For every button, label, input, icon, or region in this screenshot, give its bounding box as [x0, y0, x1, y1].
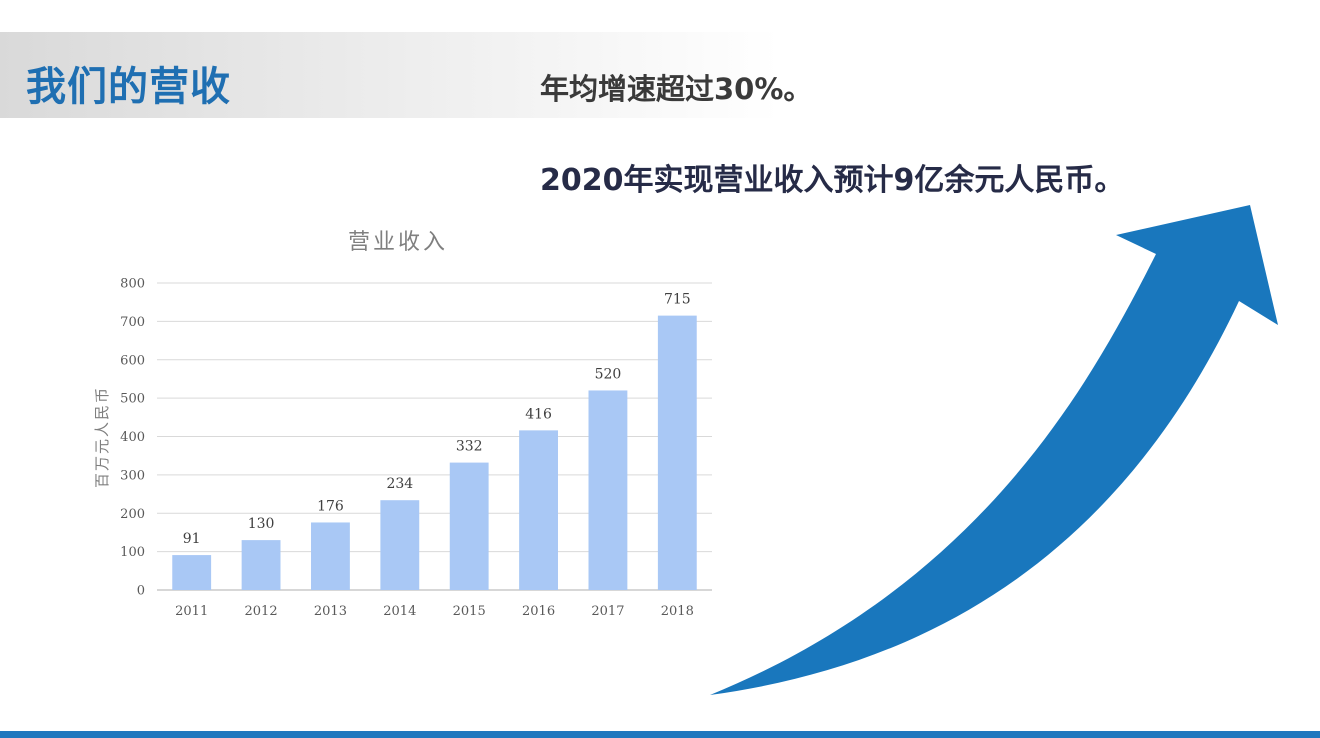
bar — [172, 555, 212, 590]
y-tick-label: 700 — [120, 315, 145, 330]
bottom-accent-rule — [0, 731, 1320, 738]
upward-curved-arrow-icon — [710, 205, 1278, 695]
data-label: 416 — [525, 406, 552, 422]
title-band — [0, 32, 780, 118]
data-label: 715 — [664, 292, 691, 308]
x-tick-label: 2013 — [314, 604, 347, 619]
y-tick-label: 400 — [120, 430, 145, 445]
bars — [172, 315, 697, 590]
x-tick-label: 2015 — [453, 604, 486, 619]
bar — [519, 430, 558, 590]
y-tick-label: 200 — [120, 507, 145, 522]
x-axis-ticks: 2011 2012 2013 2014 2015 2016 2017 2018 — [175, 604, 694, 619]
data-label: 520 — [595, 366, 622, 382]
chart-title: 营业收入 — [348, 230, 448, 255]
bar — [657, 315, 697, 590]
forecast-headline: 2020年实现营业收入预计9亿余元人民币。 — [540, 163, 1125, 198]
y-tick-label: 0 — [137, 584, 145, 599]
gridlines — [157, 282, 712, 591]
y-axis-ticks: 0 100 200 300 400 500 600 700 800 — [120, 277, 145, 599]
x-tick-label: 2011 — [175, 604, 208, 619]
y-tick-label: 500 — [120, 392, 145, 407]
y-tick-label: 800 — [120, 277, 145, 292]
y-tick-label: 300 — [120, 468, 145, 483]
page-title: 我们的营收 — [26, 64, 231, 110]
growth-headline: 年均增速超过30%。 — [540, 72, 813, 106]
bar — [588, 390, 628, 590]
data-label: 130 — [248, 516, 275, 532]
y-tick-label: 100 — [120, 545, 145, 560]
data-label: 332 — [456, 439, 483, 455]
y-tick-label: 600 — [120, 353, 145, 368]
y-axis-label: 百万元人民币 — [93, 386, 111, 488]
x-tick-label: 2018 — [661, 604, 694, 619]
x-tick-label: 2016 — [522, 604, 555, 619]
bar — [449, 462, 489, 590]
revenue-bar-chart: 营业收入 百万元人民币 0 100 200 300 400 500 600 700 800 91… — [93, 230, 712, 619]
data-label: 176 — [317, 498, 344, 514]
bar — [311, 522, 350, 590]
bar — [380, 500, 420, 590]
data-label: 91 — [183, 531, 201, 547]
x-tick-label: 2017 — [591, 604, 624, 619]
data-label: 234 — [386, 476, 413, 492]
data-labels: 91 130 176 234 332 416 520 715 — [183, 292, 691, 547]
x-tick-label: 2014 — [383, 604, 416, 619]
bar — [241, 540, 281, 590]
x-tick-label: 2012 — [245, 604, 278, 619]
